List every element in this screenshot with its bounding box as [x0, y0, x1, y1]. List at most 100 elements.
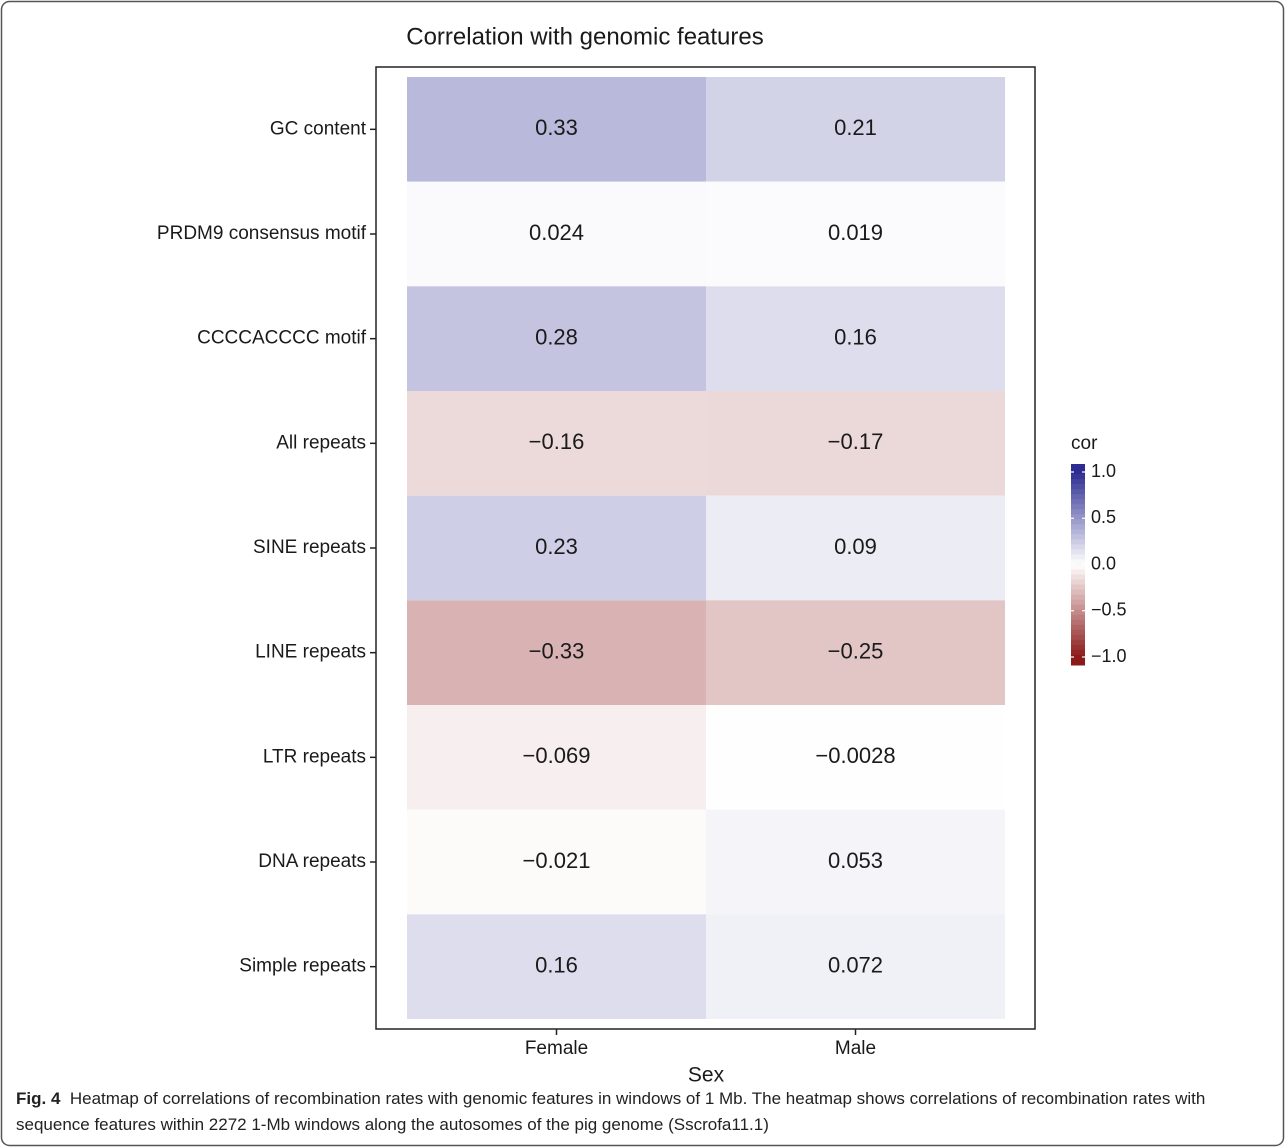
colorbar-segment: [1071, 649, 1085, 656]
colorbar-segment: [1071, 609, 1085, 616]
caption-label: Fig. 4: [16, 1089, 61, 1108]
cell-label: −0.0028: [815, 743, 895, 768]
cell-label: 0.09: [834, 534, 877, 559]
heatmap-cell: [706, 77, 1005, 182]
colorbar-segment: [1071, 524, 1085, 530]
colorbar-segment: [1071, 489, 1085, 495]
cell-label: 0.23: [535, 534, 578, 559]
cell-label: −0.021: [523, 848, 591, 873]
heatmap-cell: [706, 286, 1005, 391]
colorbar-segment: [1071, 604, 1085, 611]
cell-label: 0.16: [535, 952, 578, 977]
heatmap-cell: [706, 600, 1005, 705]
colorbar-tick-label: 1.0: [1091, 461, 1116, 481]
colorbar-segment: [1071, 529, 1085, 535]
colorbar-segment: [1071, 579, 1085, 586]
cell-label: 0.019: [828, 220, 883, 245]
colorbar-segment: [1071, 549, 1085, 555]
cell-label: −0.33: [529, 638, 585, 663]
y-tick-label: CCCCACCCC motif: [197, 328, 367, 349]
cell-label: 0.21: [834, 115, 877, 140]
heatmap-cell: [407, 600, 706, 705]
y-tick-label: LINE repeats: [255, 642, 366, 663]
x-axis-label: Sex: [688, 1064, 725, 1087]
colorbar-segment: [1071, 624, 1085, 631]
colorbar-segment: [1071, 584, 1085, 591]
colorbar-segment: [1071, 539, 1085, 545]
heatmap-cell: [407, 809, 706, 915]
y-tick-label: Simple repeats: [239, 956, 366, 977]
colorbar-segment: [1071, 464, 1085, 470]
colorbar-segment: [1071, 654, 1085, 661]
y-tick-label: LTR repeats: [263, 746, 366, 767]
colorbar-segment: [1071, 479, 1085, 485]
heatmap-cell: [407, 705, 706, 810]
caption-text: Heatmap of correlations of recombination…: [16, 1089, 1206, 1134]
chart-title: Correlation with genomic features: [406, 23, 764, 50]
y-tick-label: SINE repeats: [253, 537, 366, 558]
cell-label: 0.16: [834, 324, 877, 349]
heatmap-cell: [407, 391, 706, 496]
colorbar-segment: [1071, 634, 1085, 641]
cell-label: −0.17: [828, 429, 884, 454]
colorbar-segment: [1071, 644, 1085, 651]
heatmap-cell: [407, 181, 706, 287]
colorbar-segment: [1071, 589, 1085, 596]
colorbar-segment: [1071, 574, 1085, 581]
x-tick-label: Male: [835, 1038, 876, 1059]
y-tick-label: GC content: [270, 118, 367, 139]
heatmap-cell: [407, 914, 706, 1019]
heatmap-cell: [706, 914, 1005, 1019]
colorbar-segment: [1071, 504, 1085, 510]
y-tick-label: All repeats: [276, 432, 366, 453]
colorbar-tick-label: 0.5: [1091, 507, 1116, 527]
heatmap-cell: [706, 495, 1005, 601]
heatmap-cell: [706, 391, 1005, 496]
colorbar-segment: [1071, 554, 1085, 560]
cell-label: −0.16: [529, 429, 585, 454]
cell-label: −0.069: [523, 743, 591, 768]
colorbar-segment: [1071, 474, 1085, 480]
colorbar-segment: [1071, 629, 1085, 636]
colorbar-tick-label: 0.0: [1091, 553, 1116, 573]
colorbar-tick-label: −0.5: [1091, 600, 1127, 620]
y-tick-label: DNA repeats: [258, 851, 366, 872]
colorbar-segment: [1071, 594, 1085, 601]
cell-label: 0.33: [535, 115, 578, 140]
colorbar-segment: [1071, 569, 1085, 576]
cell-label: 0.28: [535, 324, 578, 349]
colorbar-segment: [1071, 659, 1085, 666]
cell-label: 0.072: [828, 952, 883, 977]
colorbar-segment: [1071, 514, 1085, 520]
x-tick-label: Female: [525, 1038, 588, 1059]
cell-label: 0.024: [529, 220, 584, 245]
y-tick-label: PRDM9 consensus motif: [157, 223, 367, 244]
colorbar-segment: [1071, 509, 1085, 515]
colorbar-segment: [1071, 639, 1085, 646]
colorbar-segment: [1071, 619, 1085, 626]
heatmap-cell: [706, 705, 1005, 810]
colorbar-segment: [1071, 614, 1085, 621]
colorbar-segment: [1071, 564, 1085, 571]
colorbar-segment: [1071, 534, 1085, 540]
heatmap-cell: [407, 286, 706, 391]
colorbar-segment: [1071, 494, 1085, 500]
colorbar-tick-label: −1.0: [1091, 646, 1127, 666]
heatmap-cell: [407, 495, 706, 601]
colorbar-segment: [1071, 499, 1085, 505]
colorbar-segment: [1071, 544, 1085, 550]
caption: Fig. 4 Heatmap of correlations of recomb…: [16, 1086, 1266, 1138]
heatmap-cell: [407, 77, 706, 182]
legend-title: cor: [1071, 433, 1098, 454]
cell-label: −0.25: [828, 638, 884, 663]
cell-label: 0.053: [828, 848, 883, 873]
heatmap-cell: [706, 181, 1005, 287]
colorbar-segment: [1071, 599, 1085, 606]
colorbar-segment: [1071, 484, 1085, 490]
heatmap-cell: [706, 809, 1005, 915]
colorbar-segment: [1071, 559, 1085, 565]
